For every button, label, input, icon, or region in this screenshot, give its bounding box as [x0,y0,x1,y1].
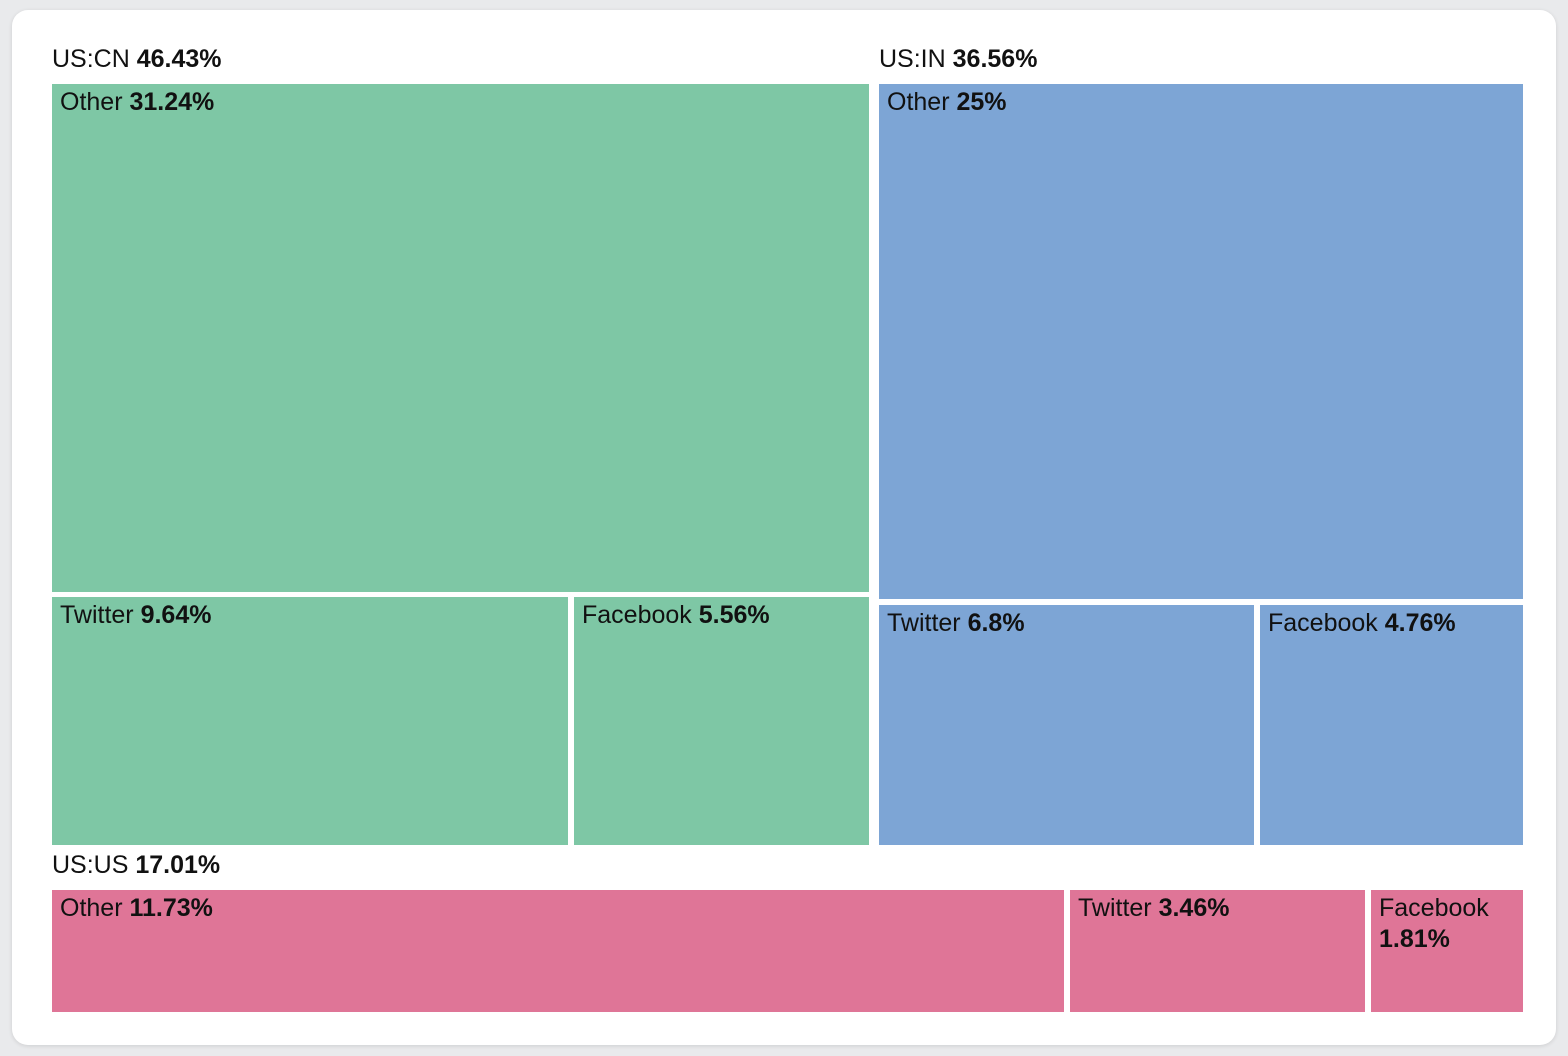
cell-name: Twitter [60,601,134,629]
cell-percent: 25% [956,88,1007,116]
cell-percent: 5.56% [698,601,770,629]
cell-name: Other [60,894,123,922]
cell-percent: 4.76% [1384,609,1456,637]
group-percent: 36.56% [952,45,1038,73]
treemap-cell-us-cn-twitter[interactable]: Twitter 9.64% [52,597,568,845]
cell-name: Facebook [1268,609,1378,637]
group-percent: 46.43% [136,45,222,73]
treemap-cell-us-in-facebook[interactable]: Facebook 4.76% [1260,605,1523,845]
cell-name: Other [887,88,950,116]
group-percent: 17.01% [135,851,221,879]
cell-name: Other [60,88,123,116]
cell-name: Twitter [1078,894,1152,922]
cell-name: Facebook [582,601,692,629]
treemap-card: US:CN 46.43% Other 31.24% Twitter 9.64% … [12,10,1556,1045]
group-name: US:CN [52,45,130,73]
cell-percent: 1.81% [1379,925,1450,953]
treemap-cell-us-cn-facebook[interactable]: Facebook 5.56% [574,597,869,845]
cell-percent: 11.73% [129,894,213,922]
group-name: US:US [52,851,129,879]
group-header-us-cn: US:CN 46.43% [52,44,222,74]
cell-percent: 6.8% [967,609,1025,637]
cell-name: Facebook [1379,894,1489,922]
treemap-cell-us-us-twitter[interactable]: Twitter 3.46% [1070,890,1365,1012]
group-name: US:IN [879,45,946,73]
treemap-cell-us-us-other[interactable]: Other 11.73% [52,890,1064,1012]
treemap-cell-us-cn-other[interactable]: Other 31.24% [52,84,869,592]
group-header-us-us: US:US 17.01% [52,850,220,880]
cell-name: Twitter [887,609,961,637]
cell-percent: 31.24% [129,88,215,116]
treemap-cell-us-in-other[interactable]: Other 25% [879,84,1523,599]
group-header-us-in: US:IN 36.56% [879,44,1037,74]
cell-percent: 9.64% [140,601,212,629]
cell-percent: 3.46% [1158,894,1230,922]
treemap-cell-us-in-twitter[interactable]: Twitter 6.8% [879,605,1254,845]
treemap-cell-us-us-facebook[interactable]: Facebook 1.81% [1371,890,1523,1012]
